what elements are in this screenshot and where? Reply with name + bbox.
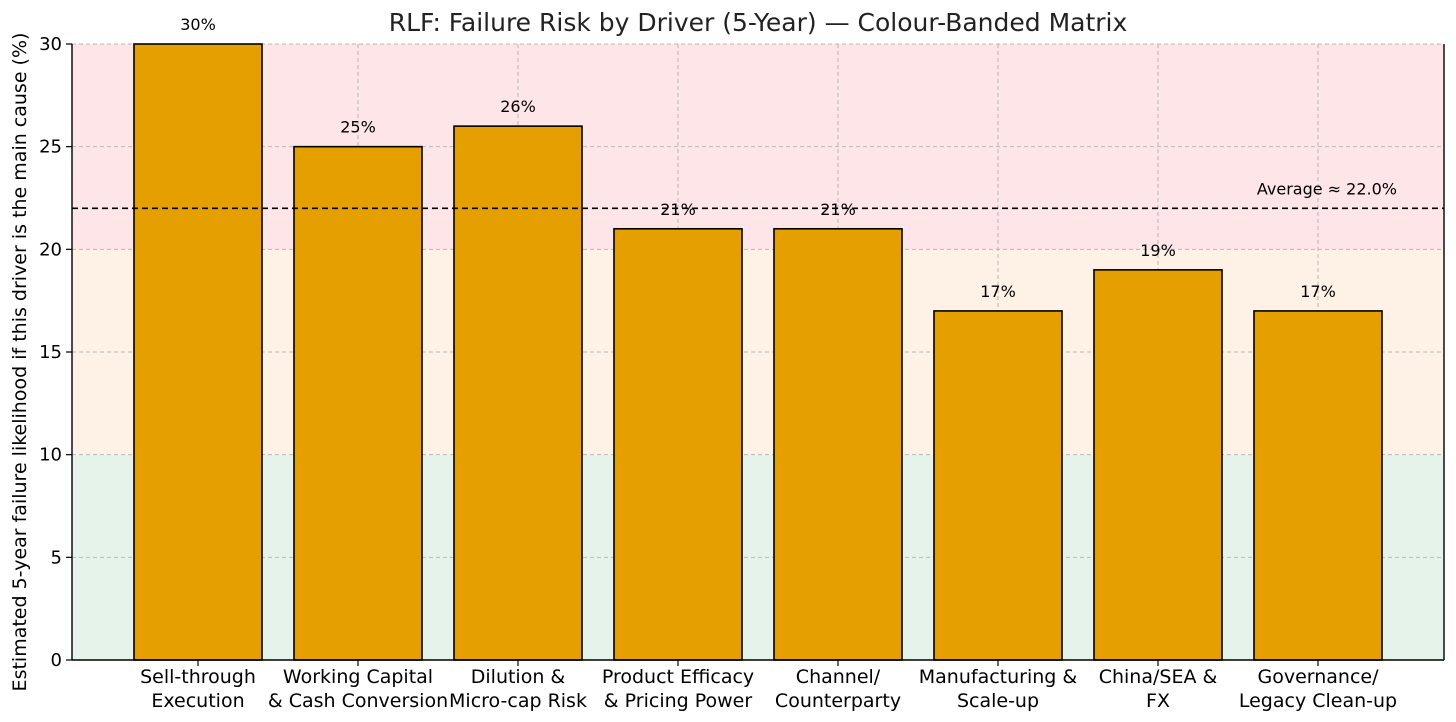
data-label-7: 17% bbox=[1300, 282, 1336, 301]
y-tick-label-4: 20 bbox=[39, 239, 62, 260]
bar-7 bbox=[1253, 310, 1383, 661]
bar-2 bbox=[453, 125, 583, 661]
bar-5 bbox=[933, 310, 1063, 661]
x-tick-label-6-0: China/SEA & bbox=[1099, 666, 1218, 688]
x-tick-label-4-0: Channel/ bbox=[796, 666, 881, 688]
x-tick-label-7-0: Governance/ bbox=[1257, 666, 1379, 688]
x-tick-label-6-1: FX bbox=[1146, 690, 1170, 712]
x-tick-label-3-1: & Pricing Power bbox=[604, 690, 753, 712]
x-tick-label-2-0: Dilution & bbox=[471, 666, 566, 688]
x-tick-label-5-0: Manufacturing & bbox=[919, 666, 1078, 688]
data-label-4: 21% bbox=[820, 200, 856, 219]
y-tick-label-3: 15 bbox=[39, 342, 62, 363]
x-tick-label-7-1: Legacy Clean-up bbox=[1239, 690, 1397, 712]
y-tick-label-1: 5 bbox=[51, 547, 62, 568]
x-tick-label-0-0: Sell-through bbox=[140, 666, 256, 688]
bar-4 bbox=[773, 228, 903, 661]
data-label-1: 25% bbox=[340, 118, 376, 137]
chart-title: RLF: Failure Risk by Driver (5-Year) — C… bbox=[389, 8, 1128, 37]
data-label-3: 21% bbox=[660, 200, 696, 219]
bar-6 bbox=[1093, 269, 1223, 661]
x-tick-label-1-1: & Cash Conversion bbox=[268, 690, 448, 712]
data-label-6: 19% bbox=[1140, 241, 1176, 260]
y-tick-label-0: 0 bbox=[51, 650, 62, 671]
bar-3 bbox=[613, 228, 743, 661]
bar-1 bbox=[293, 145, 423, 661]
x-tick-label-2-1: Micro-cap Risk bbox=[449, 690, 587, 712]
bar-0 bbox=[133, 43, 263, 661]
x-tick-label-0-1: Execution bbox=[151, 690, 244, 712]
data-label-2: 26% bbox=[500, 97, 536, 116]
x-tick-label-4-1: Counterparty bbox=[775, 690, 901, 712]
x-tick-label-3-0: Product Efficacy bbox=[602, 666, 754, 688]
y-tick-label-6: 30 bbox=[39, 34, 62, 55]
x-tick-label-5-1: Scale-up bbox=[957, 690, 1039, 712]
x-tick-label-1-0: Working Capital bbox=[283, 666, 433, 688]
y-axis-label: Estimated 5-year failure likelihood if t… bbox=[9, 33, 31, 692]
y-tick-label-2: 10 bbox=[39, 445, 62, 466]
data-label-5: 17% bbox=[980, 282, 1016, 301]
y-tick-label-5: 25 bbox=[39, 137, 62, 158]
average-label: Average ≈ 22.0% bbox=[1257, 179, 1397, 198]
data-label-0: 30% bbox=[180, 15, 216, 34]
